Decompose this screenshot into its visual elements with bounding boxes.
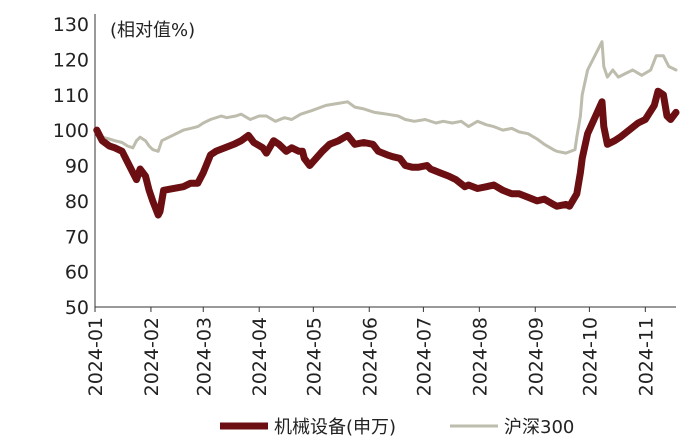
x-tick-label: 2024-06 (359, 317, 381, 396)
series-line-2 (95, 40, 678, 155)
x-tick-label: 2024-09 (525, 317, 547, 396)
legend-label-2: 沪深300 (504, 417, 574, 438)
y-tick-label: 50 (65, 297, 89, 319)
y-axis-ticks: 50 60 70 80 90 100 110 120 130 (53, 14, 89, 319)
x-axis-ticks: 2024-01 2024-02 2024-03 2024-04 2024-05 2024-… (85, 307, 657, 396)
y-tick-label: 100 (53, 120, 89, 142)
x-tick-label: 2024-02 (141, 317, 163, 396)
x-tick-label: 2024-03 (193, 317, 215, 396)
x-tick-label: 2024-07 (413, 317, 435, 396)
y-tick-label: 90 (65, 156, 89, 178)
x-tick-label: 2024-11 (635, 317, 657, 396)
legend: 机械设备(申万) 沪深300 (220, 417, 574, 438)
y-tick-label: 130 (53, 14, 89, 36)
y-tick-label: 110 (53, 85, 89, 107)
y-tick-label: 80 (65, 191, 89, 213)
series-layer (93, 40, 680, 219)
y-tick-label: 120 (53, 49, 89, 71)
legend-label-1: 机械设备(申万) (274, 417, 396, 438)
series-line-1 (93, 87, 680, 219)
unit-label: (相对值%) (110, 20, 195, 41)
x-tick-label: 2024-10 (579, 317, 601, 396)
x-tick-label: 2024-04 (249, 317, 271, 396)
y-tick-label: 60 (65, 262, 89, 284)
y-tick-label: 70 (65, 226, 89, 248)
x-tick-label: 2024-05 (303, 317, 325, 396)
x-tick-label: 2024-08 (469, 317, 491, 396)
x-tick-label: 2024-01 (85, 317, 107, 396)
